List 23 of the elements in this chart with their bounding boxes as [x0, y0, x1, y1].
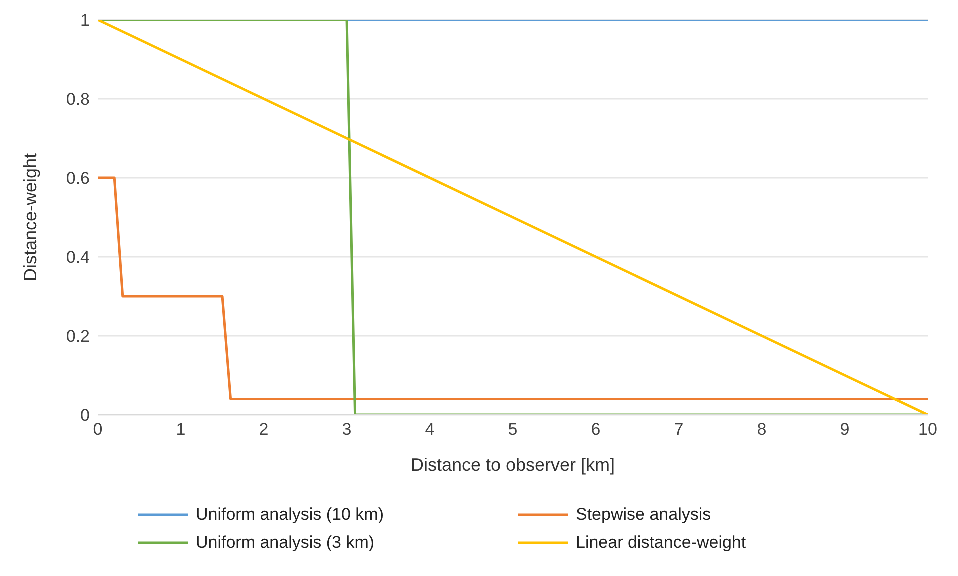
- x-tick-label: 9: [840, 420, 850, 440]
- x-tick-label: 4: [425, 420, 435, 440]
- x-tick-label: 7: [674, 420, 684, 440]
- y-tick-label: 0.8: [66, 90, 90, 110]
- y-tick-label: 0.2: [66, 327, 90, 346]
- x-tick-label: 6: [591, 420, 601, 440]
- y-axis-title: Distance-weight: [20, 153, 40, 282]
- x-tick-label: 5: [508, 420, 518, 440]
- legend-label: Uniform analysis (3 km): [196, 533, 375, 553]
- y-tick-label: 0.4: [66, 248, 90, 268]
- legend-label: Stepwise analysis: [576, 505, 712, 525]
- x-tick-label: 1: [176, 420, 186, 440]
- y-tick-label: 1: [80, 11, 90, 30]
- x-tick-label: 2: [259, 420, 269, 440]
- x-tick-label: 0: [93, 420, 103, 440]
- x-tick-label: 3: [342, 420, 352, 440]
- y-tick-label: 0: [80, 406, 90, 426]
- legend-label: Linear distance-weight: [576, 533, 746, 553]
- y-tick-label: 0.6: [66, 169, 90, 188]
- x-tick-label: 8: [757, 420, 767, 440]
- legend-label: Uniform analysis (10 km): [196, 505, 384, 525]
- x-tick-label: 10: [918, 420, 938, 440]
- x-axis-title: Distance to observer [km]: [410, 455, 616, 475]
